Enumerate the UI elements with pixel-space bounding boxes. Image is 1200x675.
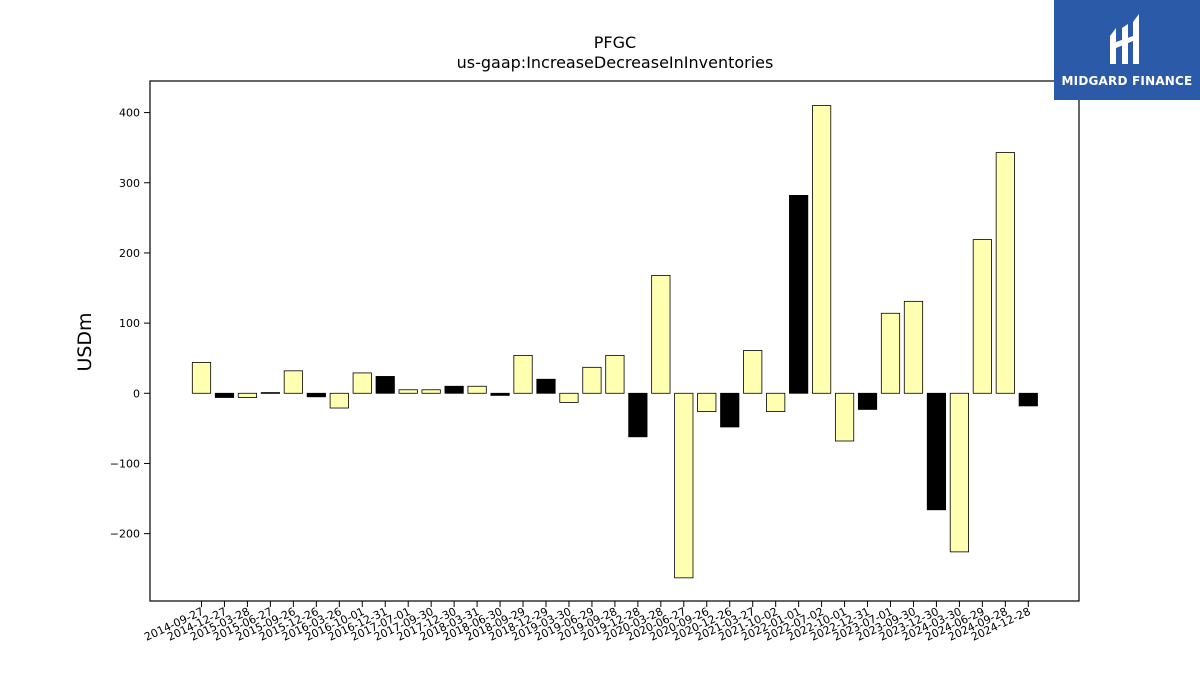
bar-2018-03-31	[467, 385, 487, 394]
bars-group	[191, 105, 1038, 579]
bar-2014-09-27	[191, 362, 212, 394]
bar-2018-12-29	[536, 378, 556, 394]
x-axis-ticks: 2014-09-272014-12-272015-03-282015-06-27…	[142, 601, 1033, 644]
y-tick-label: 200	[119, 247, 140, 260]
bar-2022-10-01	[834, 392, 855, 442]
bar-2016-03-26	[329, 392, 349, 409]
bar-2024-12-28	[1018, 392, 1038, 407]
bar-2019-06-29	[582, 366, 602, 394]
chart-subtitle: us-gaap:IncreaseDecreaseInInventories	[457, 53, 774, 72]
y-tick-label: −100	[110, 457, 140, 470]
y-tick-label: 300	[119, 177, 140, 190]
y-tick-label: 400	[119, 107, 140, 120]
bar-2015-06-27	[260, 392, 280, 394]
bar-2015-03-28	[237, 392, 258, 398]
bar-2016-10-01	[352, 372, 372, 394]
bar-2017-12-30	[444, 385, 464, 394]
bar-2023-12-30	[926, 392, 947, 511]
bar-2023-09-30	[903, 300, 924, 394]
bar-2014-12-27	[214, 392, 235, 398]
bar-2019-09-28	[605, 354, 625, 394]
bar-2021-10-02	[766, 392, 786, 412]
bar-2022-12-31	[857, 392, 878, 410]
bar-2022-07-02	[812, 105, 832, 394]
bar-2020-12-26	[720, 392, 740, 428]
bar-2019-12-28	[628, 392, 648, 438]
bar-2017-09-30	[421, 389, 441, 394]
bar-2017-07-01	[398, 389, 418, 394]
bar-2018-09-29	[513, 354, 533, 394]
bar-2024-06-29	[972, 239, 992, 394]
bar-2022-01-01	[789, 194, 809, 394]
chart-title: PFGC	[594, 33, 636, 52]
y-tick-label: 0	[133, 387, 140, 400]
brand-name: MIDGARD FINANCE	[1061, 74, 1193, 88]
bar-2020-06-27	[674, 392, 694, 579]
bar-2024-09-28	[995, 152, 1015, 394]
bar-2015-09-26	[283, 370, 303, 394]
bar-2015-12-26	[306, 392, 326, 398]
midgard-logo-icon	[1110, 14, 1139, 64]
bar-2020-03-28	[651, 274, 671, 394]
y-tick-label: −200	[110, 528, 140, 541]
plot-frame	[149, 80, 1080, 602]
y-axis-label: USDm	[74, 312, 96, 371]
bar-2021-03-27	[743, 350, 763, 394]
bar-2023-07-01	[880, 312, 901, 394]
bar-2019-03-30	[559, 392, 579, 403]
brand-logo: MIDGARD FINANCE	[1054, 0, 1200, 100]
bar-2020-09-26	[697, 392, 717, 412]
y-axis-ticks: −200 −100 0 100 200 300 400	[110, 107, 150, 541]
y-tick-label: 100	[119, 317, 140, 330]
bar-2016-12-31	[375, 376, 395, 394]
bar-2024-03-30	[949, 392, 969, 553]
bar-2018-06-30	[490, 392, 510, 396]
